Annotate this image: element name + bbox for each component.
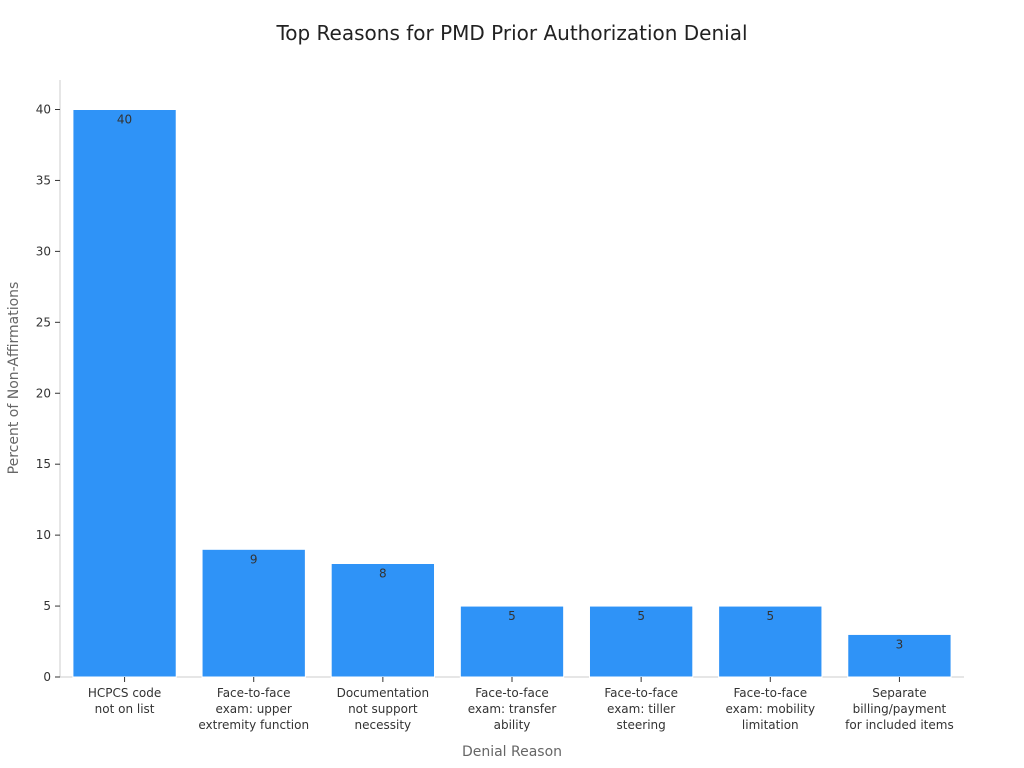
bar [847,633,952,678]
bar [718,605,823,678]
y-tick-label: 15 [36,457,51,471]
y-tick-label: 20 [36,386,51,400]
y-tick-label: 40 [36,103,51,117]
bars: 40 9 8 5 5 5 3 [72,109,952,678]
y-tick-label: 0 [43,670,51,684]
bar-data-label: 40 [117,113,132,127]
x-tick-label: Face-to-face exam: transfer ability [468,686,557,732]
y-tick-label: 10 [36,528,51,542]
x-tick-label: Documentation not support necessity [337,686,430,732]
x-tick-label: HCPCS code not on list [88,686,161,716]
x-tick-label: Separate billing/payment for included item… [845,686,954,732]
bar-data-label: 9 [250,552,258,566]
x-tick-label: Face-to-face exam: upper extremity functio… [198,686,309,732]
bar [330,563,436,678]
y-axis-ticks: 0 5 10 15 20 25 30 35 40 [36,103,60,684]
bar [588,605,694,678]
y-axis-title: Percent of Non-Affirmations [6,282,22,475]
chart-title: Top Reasons for PMD Prior Authorization … [275,21,747,45]
y-tick-label: 30 [36,244,51,258]
bar [72,109,177,678]
y-tick-label: 5 [43,599,51,613]
bar [201,548,306,678]
bar-data-label: 5 [766,609,774,623]
bar-data-label: 3 [896,637,904,651]
x-axis-title: Denial Reason [462,744,562,760]
x-tick-label: Face-to-face exam: mobility limitation [725,686,815,732]
y-tick-label: 25 [36,315,51,329]
bar [459,605,565,678]
bar-data-label: 5 [508,609,516,623]
x-axis-labels: HCPCS code not on list Face-to-face exam: u… [88,677,954,732]
y-tick-label: 35 [36,173,51,187]
bar-data-label: 8 [379,567,387,581]
x-tick-label: Face-to-face exam: tiller steering [604,686,678,732]
bar-data-label: 5 [637,609,645,623]
